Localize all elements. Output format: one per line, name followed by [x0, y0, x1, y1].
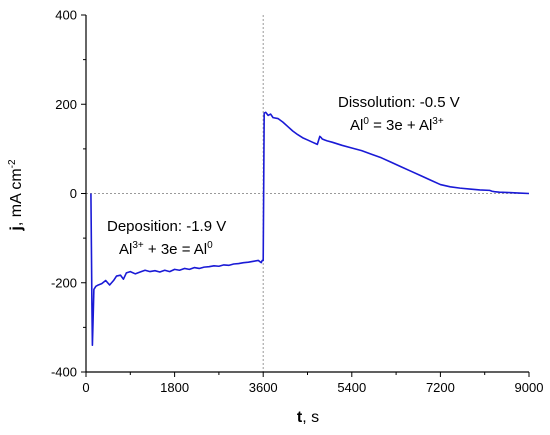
x-tick-label: 0 [82, 380, 89, 395]
deposition-title: Deposition: -1.9 V [107, 218, 226, 235]
x-tick-label: 3600 [249, 380, 278, 395]
x-axis-title: t, s [297, 409, 319, 426]
series-line-0 [90, 111, 530, 347]
ticks: 0 1800 3600 5400 7200 9000 -400 -200 0 200 400 [51, 8, 543, 396]
y-tick-label: -400 [51, 365, 77, 380]
y-axis-title: j, mA cm-2 [7, 159, 25, 232]
x-tick-label: 1800 [160, 380, 189, 395]
x-tick-label: 7200 [426, 380, 455, 395]
deposition-equation: Al3+ + 3e = Al0 [119, 240, 213, 258]
y-tick-label: 200 [55, 97, 77, 112]
y-tick-label: -200 [51, 275, 77, 290]
y-tick-label: 0 [70, 186, 77, 201]
x-tick-label: 9000 [515, 380, 544, 395]
dissolution-equation: Al0 = 3e + Al3+ [350, 116, 444, 134]
y-tick-label: 400 [55, 8, 77, 23]
x-tick-label: 5400 [337, 380, 366, 395]
reference-lines [86, 15, 529, 372]
dissolution-title: Dissolution: -0.5 V [338, 94, 460, 111]
series-layer [90, 111, 530, 347]
